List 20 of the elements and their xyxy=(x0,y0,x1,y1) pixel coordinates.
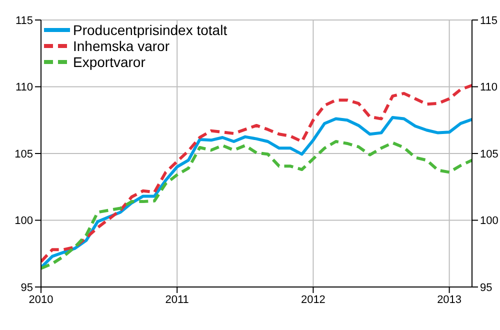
y-tick-label: 95 xyxy=(20,282,33,294)
y2-tick-label: 105 xyxy=(480,148,498,160)
x-tick-label: 2013 xyxy=(437,294,462,306)
y-tick-label: 110 xyxy=(15,82,33,94)
legend-label: Inhemska varor xyxy=(73,38,170,54)
x-tick-label: 2012 xyxy=(300,294,326,306)
line-series xyxy=(41,140,472,270)
y-tick-label: 100 xyxy=(14,215,33,228)
y2-tick-label: 110 xyxy=(480,82,498,94)
legend-label: Producentprisindex totalt xyxy=(73,22,228,38)
y-tick-label: 115 xyxy=(15,14,33,27)
legend-label: Exportvaror xyxy=(73,54,146,70)
y2-tick-label: 100 xyxy=(480,215,498,228)
y-tick-label: 105 xyxy=(14,148,33,160)
y2-tick-label: 95 xyxy=(480,282,492,294)
x-tick-label: 2011 xyxy=(165,294,189,306)
line-series xyxy=(41,84,472,264)
line-series xyxy=(41,116,472,270)
y2-tick-label: 115 xyxy=(480,14,498,27)
x-tick-label: 2010 xyxy=(28,294,54,306)
